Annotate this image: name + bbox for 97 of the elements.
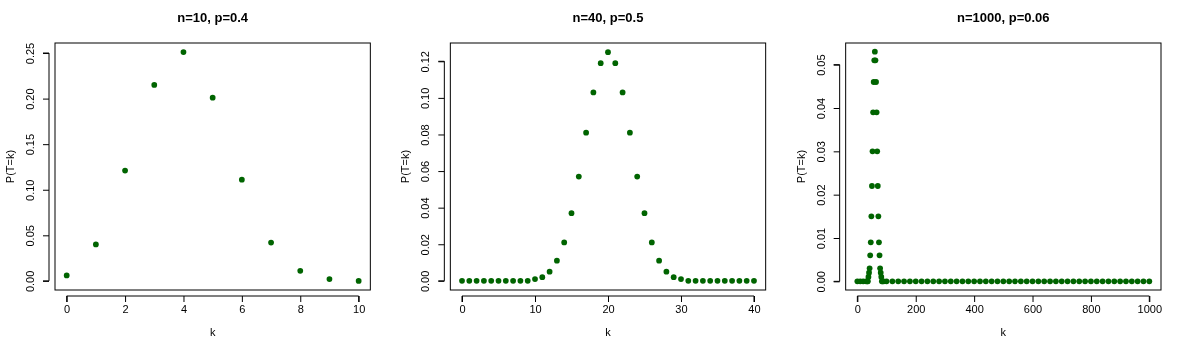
point — [692, 277, 699, 284]
point — [268, 239, 274, 246]
point — [355, 278, 362, 284]
point — [700, 277, 706, 284]
point — [707, 277, 714, 284]
y-tick-label: 0.15 — [24, 133, 36, 156]
point — [554, 257, 560, 264]
y-tick-label: 0.02 — [419, 234, 432, 256]
y-tick-label: 0.04 — [419, 197, 432, 219]
x-tick-label: 200 — [907, 302, 926, 315]
chart-title: n=1000, p=0.06 — [957, 10, 1050, 25]
point — [495, 277, 502, 284]
x-tick-label: 0 — [64, 302, 71, 315]
y-tick-label: 0.08 — [419, 124, 432, 146]
point — [466, 277, 473, 284]
x-tick-label: 8 — [297, 302, 304, 315]
point — [488, 277, 495, 284]
point — [641, 210, 648, 217]
point — [502, 277, 509, 284]
x-tick-label: 10 — [529, 302, 542, 315]
point — [729, 277, 735, 284]
point — [627, 129, 633, 136]
point — [238, 176, 245, 183]
point — [459, 277, 465, 284]
point — [678, 276, 684, 282]
x-axis-title: k — [1000, 326, 1007, 338]
point — [93, 241, 99, 248]
x-tick-label: 400 — [965, 302, 984, 315]
y-tick-label: 0.10 — [419, 87, 432, 110]
point — [634, 173, 641, 180]
y-tick-label: 0.12 — [419, 51, 432, 73]
x-tick-label: 0 — [459, 302, 466, 315]
x-tick-label: 10 — [353, 302, 366, 315]
y-tick-label: 0.04 — [814, 97, 827, 120]
y-tick-label: 0.03 — [814, 141, 827, 163]
point — [122, 167, 128, 174]
point — [751, 277, 757, 284]
point — [583, 129, 589, 136]
point — [605, 49, 611, 56]
y-tick-label: 0.10 — [24, 179, 36, 201]
point — [473, 277, 480, 284]
y-tick-label: 0.20 — [24, 88, 36, 110]
point — [326, 276, 333, 282]
chart-title: n=40, p=0.5 — [572, 10, 644, 25]
point — [590, 89, 597, 96]
point — [714, 277, 721, 284]
point — [63, 272, 70, 279]
point — [670, 274, 677, 281]
point — [517, 277, 524, 284]
y-axis-title: P(T=k) — [399, 149, 412, 184]
x-tick-label: 1000 — [1137, 302, 1163, 315]
point — [656, 257, 662, 264]
y-tick-label: 0.01 — [814, 227, 827, 250]
point — [619, 89, 626, 96]
point — [180, 49, 187, 55]
point — [663, 268, 670, 275]
y-tick-label: 0.05 — [814, 54, 827, 76]
x-tick-label: 20 — [602, 302, 615, 315]
x-tick-label: 40 — [748, 302, 761, 315]
y-axis-title: P(T=k) — [4, 149, 16, 184]
y-axis-title: P(T=k) — [794, 149, 807, 184]
x-tick-label: 30 — [675, 302, 688, 315]
point — [568, 210, 575, 217]
point — [561, 239, 568, 246]
point — [209, 94, 216, 101]
point — [297, 267, 304, 274]
x-tick-label: 800 — [1082, 302, 1101, 315]
y-tick-label: 0.00 — [419, 270, 432, 293]
point — [597, 60, 604, 66]
point — [151, 82, 158, 88]
x-tick-label: 4 — [180, 302, 188, 315]
x-tick-label: 0 — [854, 302, 861, 315]
y-tick-label: 0.05 — [24, 225, 36, 247]
y-tick-label: 0.25 — [24, 42, 36, 65]
point — [481, 277, 487, 284]
x-tick-label: 6 — [239, 302, 246, 315]
x-tick-label: 600 — [1023, 302, 1043, 315]
point — [685, 277, 692, 284]
y-tick-label: 0.00 — [814, 271, 827, 293]
point — [524, 277, 531, 284]
point — [743, 277, 750, 284]
point — [510, 277, 516, 284]
x-axis-title: k — [605, 326, 612, 338]
y-tick-label: 0.06 — [419, 160, 432, 183]
point — [575, 173, 582, 180]
x-axis-title: k — [209, 326, 216, 338]
point — [721, 277, 728, 284]
point — [736, 277, 743, 284]
y-tick-label: 0.00 — [24, 270, 36, 293]
y-tick-label: 0.02 — [814, 184, 827, 206]
point — [532, 276, 538, 282]
x-tick-label: 2 — [122, 302, 129, 315]
point — [539, 274, 546, 281]
point — [648, 239, 655, 246]
chart-title: n=10, p=0.4 — [177, 10, 249, 25]
point — [546, 268, 553, 275]
point — [612, 60, 619, 66]
